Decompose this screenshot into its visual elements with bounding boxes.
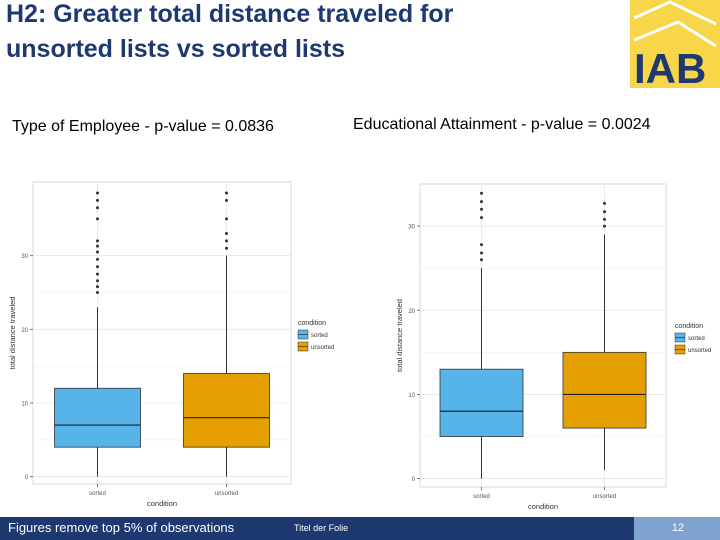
footer-bar: Figures remove top 5% of observations Ti…	[0, 517, 720, 540]
chart2-outlier	[480, 207, 483, 211]
chart2-outlier	[603, 224, 606, 228]
chart2-outlier	[480, 200, 483, 204]
boxplot-type-of-employee: 0 10 20 30 sorted unsorted condition total dist…	[8, 181, 334, 508]
page-number: 12	[671, 522, 684, 534]
chart1-xtick-label: sorted	[89, 491, 106, 497]
slide-title-line1: H2: Greater total distance traveled for	[6, 0, 454, 28]
chart2-outlier	[480, 251, 483, 255]
chart1-outlier	[96, 206, 99, 210]
chart2-outlier	[603, 217, 606, 221]
chart2-xtick-label: sorted	[473, 494, 490, 500]
chart1-outlier	[96, 257, 99, 261]
chart1-outlier	[96, 191, 99, 195]
chart2-subtitle: Educational Attainment - p-value = 0.002…	[353, 116, 651, 133]
chart2-xtick-label: unsorted	[593, 494, 616, 500]
iab-logo: IAB	[630, 0, 720, 88]
chart1-legend-label-unsorted: unsorted	[311, 345, 334, 351]
footnote: Figures remove top 5% of observations	[8, 520, 235, 535]
slide-title: H2: Greater total distance traveled for …	[6, 0, 606, 67]
chart1-outlier	[96, 290, 99, 294]
chart1-outlier	[225, 246, 228, 250]
boxplot-educational-attainment: 0 10 20 30 sorted unsorted condition total dist…	[396, 183, 711, 511]
chart2-ytick-label: 10	[408, 393, 415, 399]
chart2-ytick-label: 20	[408, 309, 415, 315]
chart1-outlier	[225, 198, 228, 202]
chart2-xlabel: condition	[528, 502, 558, 511]
chart2-legend-title: condition	[675, 323, 703, 330]
chart1-outlier	[96, 239, 99, 243]
chart2-outlier	[603, 210, 606, 214]
chart1-ytick-label: 30	[21, 254, 28, 260]
chart1-outlier	[225, 191, 228, 195]
chart1-ytick-label: 20	[21, 328, 28, 334]
chart2-box-unsorted	[562, 351, 647, 429]
logo-text: IAB	[634, 45, 706, 88]
chart2-outlier	[480, 191, 483, 195]
chart1-legend-label-sorted: sorted	[311, 333, 328, 339]
chart2-legend-label-sorted: sorted	[688, 336, 705, 342]
chart2-outlier	[480, 258, 483, 262]
chart1-subtitle: Type of Employee - p-value = 0.0836	[12, 118, 274, 135]
chart1-ylabel: total distance traveled	[8, 297, 17, 370]
chart1-outlier	[225, 217, 228, 221]
chart1-outlier	[225, 232, 228, 236]
chart1-box-unsorted	[183, 373, 270, 448]
chart1-outlier	[96, 272, 99, 276]
chart2-legend-label-unsorted: unsorted	[688, 348, 711, 354]
chart1-box-sorted	[54, 387, 141, 448]
chart1-outlier	[96, 265, 99, 269]
chart1-outlier	[96, 285, 99, 289]
chart1-xtick-label: unsorted	[215, 491, 238, 497]
chart2-panel	[419, 183, 667, 488]
chart1-legend-title: condition	[298, 320, 326, 327]
chart1-outlier	[96, 198, 99, 202]
chart1-ytick-label: 10	[21, 401, 28, 407]
chart1-outlier	[225, 239, 228, 243]
chart2-outlier	[480, 216, 483, 220]
chart2-ytick-label: 30	[408, 225, 415, 231]
chart1-outlier	[96, 244, 99, 248]
chart2-ytick-label: 0	[412, 477, 416, 483]
footer-slide-title: Titel der Folie	[294, 523, 349, 533]
chart2-ylabel: total distance traveled	[396, 299, 404, 372]
chart2-outlier	[480, 243, 483, 247]
chart1-ytick-label: 0	[25, 475, 29, 481]
chart2-outlier	[603, 201, 606, 205]
chart1-outlier	[96, 217, 99, 221]
slide-title-line2: unsorted lists vs sorted lists	[6, 35, 345, 63]
chart1-xlabel: condition	[147, 499, 177, 508]
chart2-box-sorted	[439, 368, 524, 437]
chart1-outlier	[96, 279, 99, 283]
chart1-outlier	[96, 250, 99, 254]
